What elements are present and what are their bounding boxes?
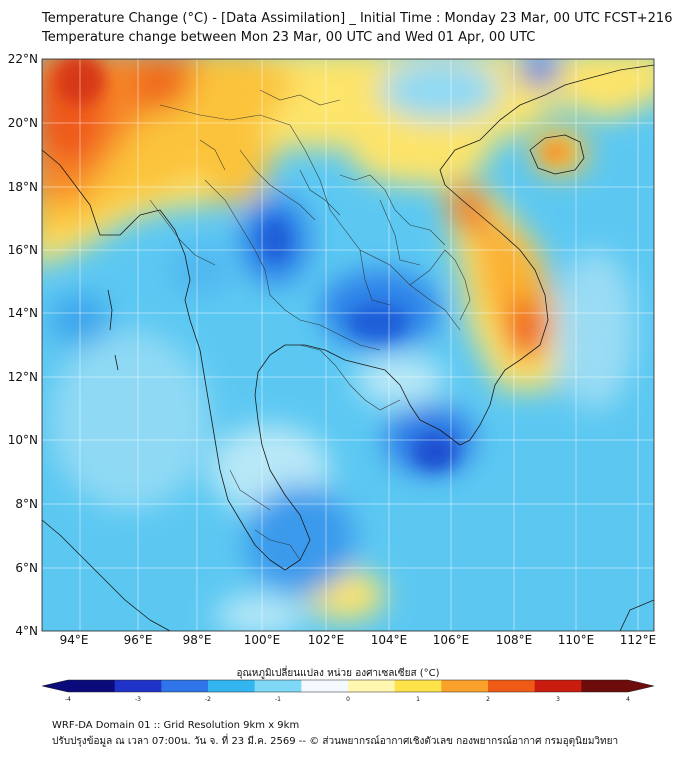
colorbar-segment — [114, 680, 162, 692]
colorbar-segment — [441, 680, 489, 692]
lon-label: 100°E — [244, 633, 281, 647]
lon-label: 108°E — [496, 633, 533, 647]
lat-label: 16°N — [8, 243, 38, 257]
lon-label: 104°E — [371, 633, 408, 647]
colorbar-segment — [68, 680, 116, 692]
footer-credit: ปรับปรุงข้อมูล ณ เวลา 07:00น. วัน จ. ที่… — [52, 736, 619, 747]
colorbar — [41, 679, 655, 693]
coastlines — [42, 64, 654, 631]
colorbar-tick-label: 1 — [416, 696, 420, 703]
colorbar-tick-label: -3 — [135, 696, 141, 703]
lat-label: 12°N — [8, 370, 38, 384]
colorbar-segment — [534, 680, 582, 692]
colorbar-max-extend — [628, 680, 654, 692]
longitude-labels: 94°E 96°E 98°E 100°E 102°E 104°E 106°E 108°E 110… — [60, 633, 657, 647]
footer-model-info: WRF-DA Domain 01 :: Grid Resolution 9km … — [52, 720, 300, 731]
chart-title: Temperature Change (°C) - [Data Assimila… — [42, 11, 673, 26]
lat-label: 4°N — [15, 624, 38, 638]
colorbar-title: อุณหภูมิเปลี่ยนแปลง หน่วย องศาเซลเซียส (… — [236, 668, 440, 679]
colorbar-tick-label: 3 — [556, 696, 560, 703]
latitude-labels: 22°N 20°N 18°N 16°N 14°N 12°N 10°N 8°N 6°N 4°N — [8, 52, 38, 638]
colorbar-segment — [394, 680, 442, 692]
colorbar-tick-label: -4 — [65, 696, 71, 703]
plot-frame — [41, 58, 655, 632]
colorbar-tick-label: 0 — [346, 696, 350, 703]
colorbar-tick-label: 2 — [486, 696, 490, 703]
colorbar-tick-label: -2 — [205, 696, 211, 703]
temperature-field — [42, 59, 654, 631]
lat-label: 14°N — [8, 306, 38, 320]
colorbar-ticks: -4 -3 -2 -1 0 1 2 3 4 — [65, 696, 630, 703]
colorbar-segment — [301, 680, 349, 692]
colorbar-min-extend — [42, 680, 68, 692]
colorbar-segment — [208, 680, 256, 692]
lat-label: 6°N — [15, 561, 38, 575]
colorbar-tick-label: 4 — [626, 696, 630, 703]
lat-label: 18°N — [8, 180, 38, 194]
lon-label: 110°E — [558, 633, 595, 647]
colorbar-segment — [254, 680, 302, 692]
colorbar-segment — [161, 680, 209, 692]
lon-label: 112°E — [620, 633, 657, 647]
graticule — [42, 59, 654, 631]
lon-label: 106°E — [433, 633, 470, 647]
colorbar-tick-label: -1 — [275, 696, 281, 703]
colorbar-segment — [581, 680, 629, 692]
country-borders — [149, 89, 471, 561]
colorbar-segment — [488, 680, 536, 692]
lon-label: 102°E — [308, 633, 345, 647]
lon-label: 94°E — [60, 633, 89, 647]
chart-subtitle: Temperature change between Mon 23 Mar, 0… — [42, 30, 536, 45]
lat-label: 10°N — [8, 433, 38, 447]
lon-label: 98°E — [183, 633, 212, 647]
colorbar-segment — [348, 680, 396, 692]
lon-label: 96°E — [124, 633, 153, 647]
lat-label: 20°N — [8, 116, 38, 130]
lat-label: 22°N — [8, 52, 38, 66]
colorbar-frame — [41, 679, 655, 693]
lat-label: 8°N — [15, 497, 38, 511]
